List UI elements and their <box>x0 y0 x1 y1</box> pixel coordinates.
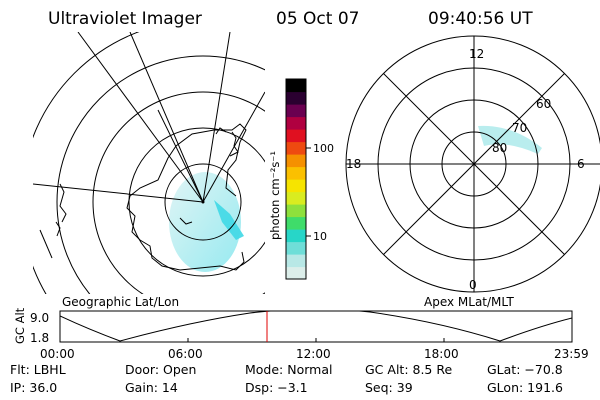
mlt-dial: 12 18 6 0 60 70 80 <box>345 35 600 293</box>
color-bar-tick-label-100: 100 <box>313 142 334 155</box>
geo-aurora-bright <box>214 200 244 240</box>
mlt-label-midnight: 0 <box>469 278 477 292</box>
observation-date: 05 Oct 07 <box>276 9 359 29</box>
color-bar-cell <box>286 254 306 268</box>
gc-alt-x-tick-1800: 18:00 <box>424 347 459 361</box>
glon-readout: GLon: 191.6 <box>487 380 563 395</box>
color-bar-cell <box>286 241 306 255</box>
gain-readout: Gain: 14 <box>125 380 178 395</box>
mlt-lat-label-60: 60 <box>536 97 551 111</box>
color-bar-cell <box>286 79 306 93</box>
gc-alt-axis-title: GC Alt <box>13 307 27 344</box>
gc-alt-x-tick-2359: 23:59 <box>554 347 589 361</box>
color-bar-cell <box>286 191 306 205</box>
gc-alt-x-tick-0600: 06:00 <box>168 347 203 361</box>
gc-alt-y-tick-max: 9.0 <box>30 311 49 325</box>
geo-aurora-oval <box>169 172 241 272</box>
color-bar-unit-label: photon cm⁻²s⁻¹ <box>268 151 282 240</box>
door-readout: Door: Open <box>125 362 197 377</box>
dsp-readout: Dsp: −3.1 <box>245 380 308 395</box>
mlt-spokes <box>346 36 600 292</box>
filter-readout: Flt: LBHL <box>10 362 66 377</box>
gc-alt-orbit-curve <box>60 311 572 342</box>
color-bar-cell <box>286 266 306 280</box>
mlt-lat-label-70: 70 <box>512 121 527 135</box>
mlt-label-dawn: 6 <box>577 157 585 171</box>
gc-alt-x-ticks <box>187 338 445 342</box>
color-bar-frame <box>285 78 307 280</box>
geo-coastlines <box>39 123 247 271</box>
gc-alt-x-tick-1200: 12:00 <box>296 347 331 361</box>
color-bar-tick-label-10: 10 <box>313 230 327 243</box>
color-bar-cell <box>286 229 306 243</box>
color-bar-cell <box>286 154 306 168</box>
ip-readout: IP: 36.0 <box>10 380 58 395</box>
seq-readout: Seq: 39 <box>365 380 413 395</box>
color-bar: 100 10 photon cm⁻²s⁻¹ <box>268 78 334 280</box>
mlt-label-dusk: 18 <box>346 157 361 171</box>
color-bar-cell <box>286 204 306 218</box>
color-bar-cell <box>286 179 306 193</box>
geographic-map <box>33 32 265 294</box>
color-bar-cell <box>286 104 306 118</box>
color-bar-cell <box>286 216 306 230</box>
instrument-title: Ultraviolet Imager <box>48 9 202 29</box>
mlt-dial-caption: Apex MLat/MLT <box>424 295 514 309</box>
gc-alt-readout: GC Alt: 8.5 Re <box>365 362 453 377</box>
color-bar-cells <box>286 79 306 280</box>
color-bar-cell <box>286 129 306 143</box>
color-bar-cell <box>286 166 306 180</box>
gc-alt-x-tick-0000: 00:00 <box>40 347 75 361</box>
color-bar-cell <box>286 91 306 105</box>
geo-meridians <box>33 32 265 203</box>
geo-subsatellite-point <box>201 200 205 204</box>
mlt-label-noon: 12 <box>469 47 484 61</box>
mlt-lat-label-80: 80 <box>492 141 507 155</box>
gc-altitude-plot: GC Alt 9.0 1.8 00:00 06:00 12:00 18:00 2… <box>13 307 589 361</box>
observation-time: 09:40:56 UT <box>428 9 533 29</box>
glat-readout: GLat: −70.8 <box>487 362 563 377</box>
mode-readout: Mode: Normal <box>245 362 333 377</box>
gc-alt-plot-frame <box>59 310 573 343</box>
color-bar-cell <box>286 141 306 155</box>
gc-alt-y-tick-min: 1.8 <box>30 331 49 345</box>
mlt-aurora-arc <box>478 125 542 154</box>
color-bar-cell <box>286 116 306 130</box>
geo-map-caption: Geographic Lat/Lon <box>62 295 179 309</box>
